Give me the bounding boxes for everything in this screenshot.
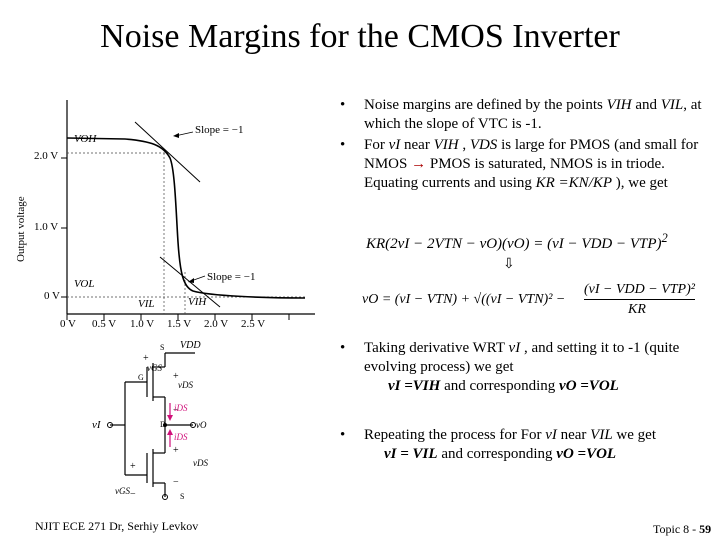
- circuit-vds-top: vDS: [178, 380, 193, 390]
- equation-2: vO = (vI − VTN) + √((vI − VTN)² − (vI − …: [362, 282, 695, 317]
- label-vol: VOL: [74, 278, 95, 290]
- circuit-s-bot: S: [180, 492, 185, 501]
- bullet-1: • Noise margins are defined by the point…: [340, 97, 702, 132]
- label-slope-bottom: Slope = −1: [207, 271, 256, 283]
- bullet-4: • Repeating the process for For vI near …: [340, 427, 656, 462]
- svg-text:+: +: [173, 445, 179, 456]
- circuit-ids-top: iDS: [174, 403, 188, 413]
- circuit-vi: vI: [92, 419, 101, 431]
- label-vil: VIL: [138, 298, 155, 310]
- xtick-1-5: 1.5 V: [167, 318, 192, 330]
- circuit-ids-bot: iDS: [174, 432, 188, 442]
- footer-author: NJIT ECE 271 Dr, Serhiy Levkov: [35, 519, 199, 533]
- xtick-0: 0 V: [60, 318, 76, 330]
- circuit-g: G: [138, 373, 144, 382]
- tangent-top: [134, 121, 201, 183]
- ytick-0v: 0 V: [44, 290, 60, 302]
- vtc-graph: [61, 100, 315, 320]
- xtick-0-5: 0.5 V: [92, 318, 117, 330]
- vtc-curve: [66, 137, 306, 299]
- circuit-vds-bot: vDS: [193, 458, 208, 468]
- svg-text:−: −: [173, 477, 179, 488]
- footer-page-number: Topic 8 - 59: [653, 522, 712, 536]
- label-vih: VIH: [188, 296, 207, 308]
- label-slope-top: Slope = −1: [195, 124, 244, 136]
- xtick-2-5: 2.5 V: [241, 318, 266, 330]
- graph-ylabel: Output voltage: [15, 196, 27, 262]
- right-arrow-icon: →: [411, 156, 427, 172]
- slide-title: Noise Margins for the CMOS Inverter: [100, 18, 620, 55]
- circuit-s-top: S: [160, 343, 165, 352]
- bullet-2: • For vI near VIH , VDS is large for PMO…: [340, 137, 699, 191]
- circuit-vo: vO: [196, 420, 207, 430]
- svg-text:−: −: [130, 489, 136, 500]
- svg-text:+: +: [143, 353, 149, 364]
- svg-text:+: +: [130, 461, 136, 472]
- bullet-3: • Taking derivative WRT vI , and setting…: [340, 340, 680, 394]
- down-arrow-icon: ⇩: [503, 257, 515, 272]
- xtick-1-0: 1.0 V: [130, 318, 155, 330]
- label-voh: VOH: [74, 133, 97, 145]
- xtick-2-0: 2.0 V: [204, 318, 229, 330]
- circuit-vgs-bot: vGS: [115, 486, 130, 496]
- circuit-d: D: [160, 420, 166, 429]
- svg-text:−: −: [173, 405, 179, 416]
- equation-1: KR(2vI − 2VTN − vO)(vO) = (vI − VDD − VT…: [366, 231, 668, 252]
- ytick-1v: 1.0 V: [34, 221, 59, 233]
- ytick-2v: 2.0 V: [34, 150, 59, 162]
- svg-text:+: +: [173, 371, 179, 382]
- circuit-vdd: VDD: [180, 340, 201, 351]
- cmos-circuit: + + − + − + −: [107, 352, 196, 500]
- circuit-vgs-top: vGS: [147, 363, 162, 373]
